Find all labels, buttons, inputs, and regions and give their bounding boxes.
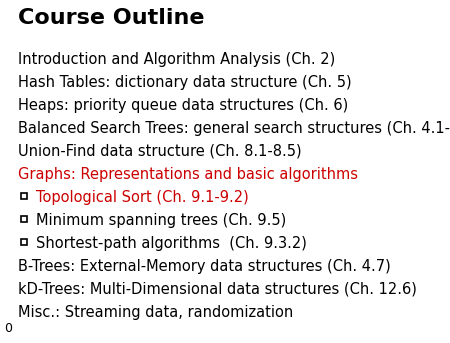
Text: Hash Tables: dictionary data structure (Ch. 5): Hash Tables: dictionary data structure (… [18, 75, 351, 90]
Text: Minimum spanning trees (Ch. 9.5): Minimum spanning trees (Ch. 9.5) [36, 213, 286, 228]
Text: Balanced Search Trees: general search structures (Ch. 4.1-4.5): Balanced Search Trees: general search st… [18, 121, 450, 136]
Text: Graphs: Representations and basic algorithms: Graphs: Representations and basic algori… [18, 167, 358, 182]
Text: B-Trees: External-Memory data structures (Ch. 4.7): B-Trees: External-Memory data structures… [18, 259, 391, 274]
Text: 0: 0 [4, 322, 12, 335]
Text: Misc.: Streaming data, randomization: Misc.: Streaming data, randomization [18, 305, 293, 320]
Bar [21, 193, 27, 199]
Text: Heaps: priority queue data structures (Ch. 6): Heaps: priority queue data structures (C… [18, 98, 348, 113]
Text: Course Outline: Course Outline [18, 8, 204, 28]
Text: Topological Sort (Ch. 9.1-9.2): Topological Sort (Ch. 9.1-9.2) [36, 190, 249, 205]
Text: Union-Find data structure (Ch. 8.1-8.5): Union-Find data structure (Ch. 8.1-8.5) [18, 144, 302, 159]
Bar [21, 216, 27, 222]
Bar [21, 239, 27, 245]
Text: Introduction and Algorithm Analysis (Ch. 2): Introduction and Algorithm Analysis (Ch.… [18, 52, 335, 67]
Text: Shortest-path algorithms  (Ch. 9.3.2): Shortest-path algorithms (Ch. 9.3.2) [36, 236, 307, 251]
Text: kD-Trees: Multi-Dimensional data structures (Ch. 12.6): kD-Trees: Multi-Dimensional data structu… [18, 282, 417, 297]
